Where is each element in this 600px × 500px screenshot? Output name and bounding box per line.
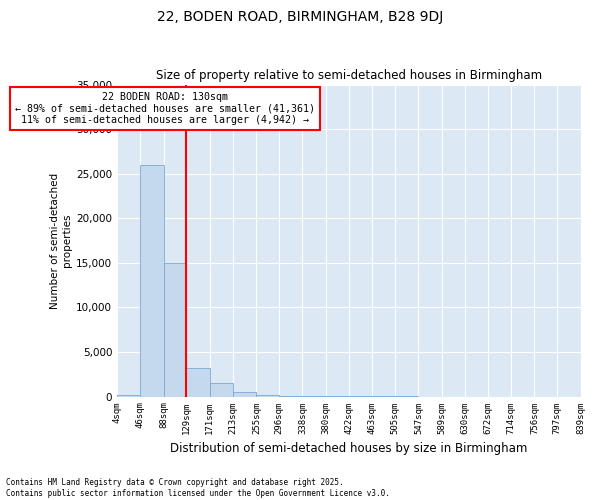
Text: 22, BODEN ROAD, BIRMINGHAM, B28 9DJ: 22, BODEN ROAD, BIRMINGHAM, B28 9DJ xyxy=(157,10,443,24)
X-axis label: Distribution of semi-detached houses by size in Birmingham: Distribution of semi-detached houses by … xyxy=(170,442,527,455)
Bar xyxy=(210,383,233,396)
Bar xyxy=(164,263,187,396)
Bar xyxy=(140,165,164,396)
Text: 22 BODEN ROAD: 130sqm
← 89% of semi-detached houses are smaller (41,361)
11% of : 22 BODEN ROAD: 130sqm ← 89% of semi-deta… xyxy=(15,92,315,125)
Bar xyxy=(187,368,210,396)
Y-axis label: Number of semi-detached
properties: Number of semi-detached properties xyxy=(50,172,72,308)
Title: Size of property relative to semi-detached houses in Birmingham: Size of property relative to semi-detach… xyxy=(156,69,542,82)
Text: Contains HM Land Registry data © Crown copyright and database right 2025.
Contai: Contains HM Land Registry data © Crown c… xyxy=(6,478,390,498)
Bar xyxy=(233,392,256,396)
Bar xyxy=(117,395,140,396)
Bar xyxy=(256,395,279,396)
